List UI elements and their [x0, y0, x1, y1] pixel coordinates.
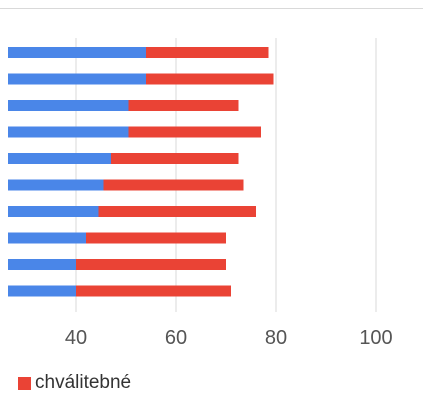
bar-segment-red-row-3: [128, 100, 239, 111]
x-tick-label: 60: [165, 327, 187, 349]
bar-segment-red-row-4: [128, 126, 261, 138]
bar-segment-blue-row-6: [8, 179, 104, 191]
bars: [8, 47, 274, 297]
bar-segment-red-row-8: [86, 232, 226, 244]
x-tick-label: 80: [265, 327, 287, 349]
bar-segment-red-row-10: [76, 285, 231, 297]
bar-segment-red-row-7: [98, 206, 256, 217]
bar-segment-blue-row-9: [8, 259, 76, 270]
bar-segment-blue-row-2: [8, 73, 146, 85]
x-axis-ticks: 40 60 80 100: [65, 327, 393, 349]
bar-segment-red-row-1: [146, 47, 269, 58]
bar-segment-blue-row-7: [8, 206, 99, 217]
bar-segment-blue-row-3: [8, 100, 129, 111]
bar-segment-red-row-2: [146, 73, 274, 85]
bar-segment-red-row-5: [111, 153, 239, 164]
bar-segment-red-row-6: [103, 179, 244, 191]
bar-segment-red-row-9: [76, 259, 226, 270]
legend-swatch: [18, 376, 31, 390]
stacked-bar-chart: 40 60 80 100: [8, 38, 393, 349]
top-divider: [0, 8, 423, 9]
x-tick-label: 100: [359, 327, 392, 349]
x-tick-label: 40: [65, 327, 87, 349]
bar-segment-blue-row-10: [8, 285, 76, 297]
bar-segment-blue-row-5: [8, 153, 111, 164]
bar-segment-blue-row-4: [8, 126, 129, 138]
legend: chválitebné: [18, 372, 131, 394]
bar-segment-blue-row-8: [8, 232, 86, 244]
legend-label: chválitebné: [35, 372, 132, 393]
bar-segment-blue-row-1: [8, 47, 146, 58]
